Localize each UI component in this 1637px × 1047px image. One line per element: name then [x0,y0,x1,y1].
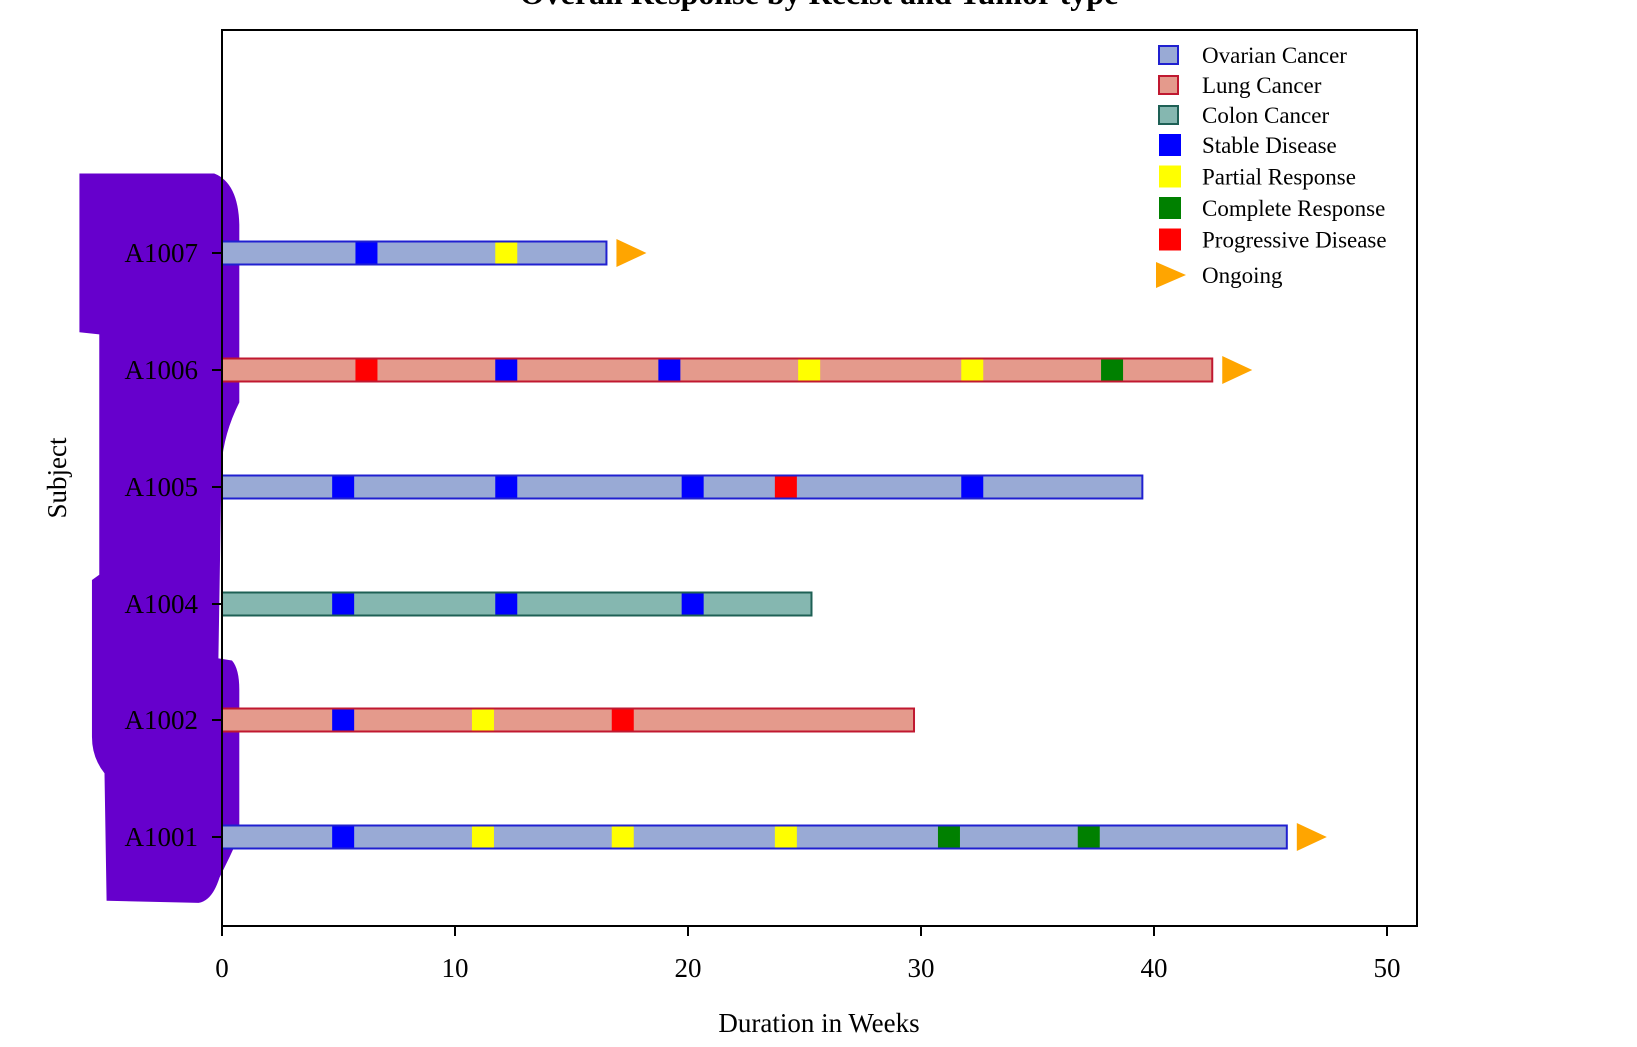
legend-label: Colon Cancer [1202,103,1329,128]
y-tick-label: A1005 [125,472,199,502]
redaction-blob [79,173,240,903]
response-marker-A1006-0 [355,359,378,381]
response-marker-A1001-4 [937,826,960,848]
legend-label: Lung Cancer [1202,73,1322,98]
x-tick-label: 20 [675,953,702,983]
y-tick-label: A1006 [125,355,199,385]
y-tick-label: A1004 [125,589,199,619]
response-marker-A1004-0 [332,593,355,615]
response-marker-A1006-3 [798,359,821,381]
response-marker-A1004-1 [495,593,518,615]
response-marker-A1005-1 [495,476,518,498]
response-marker-A1006-5 [1101,359,1124,381]
legend-swatch-stable-disease [1159,134,1181,156]
legend-swatch-ovarian-cancer [1158,45,1179,65]
response-marker-A1007-0 [355,242,378,264]
legend-ongoing-arrow-icon [1156,262,1186,288]
response-marker-A1002-1 [471,709,494,731]
legend-label: Ovarian Cancer [1202,43,1347,68]
x-tick-label: 30 [908,953,935,983]
y-tick-label: A1007 [125,238,199,268]
x-axis: 0 10 20 30 40 50 [215,926,1401,983]
response-marker-A1006-2 [658,359,681,381]
legend-label: Progressive Disease [1202,228,1387,253]
legend-label: Stable Disease [1202,133,1337,158]
response-marker-A1007-1 [495,242,518,264]
response-marker-A1002-0 [332,709,355,731]
response-marker-A1002-2 [611,709,634,731]
response-marker-A1001-2 [611,826,634,848]
legend-swatch-complete-response [1159,197,1181,219]
ongoing-arrow-A1001 [1296,823,1327,851]
legend-swatch-progressive-disease [1159,228,1181,251]
legend-swatch-lung-cancer [1158,75,1179,95]
plot-frame [221,29,1418,927]
chart-title: Overall Response by Recist and Tumor typ… [520,0,1119,11]
bars-layer [221,239,1327,851]
x-tick-label: 50 [1374,953,1401,983]
x-tick-label: 0 [215,953,229,983]
y-axis: A1007 A1006 A1005 A1004 A1002 A1001 [125,238,222,852]
x-axis-label: Duration in Weeks [718,1008,919,1038]
response-marker-A1001-0 [332,826,355,848]
response-marker-A1001-1 [471,826,494,848]
legend-label: Complete Response [1202,196,1385,221]
ongoing-arrow-A1006 [1222,356,1253,384]
legend-label: Partial Response [1202,165,1356,190]
response-marker-A1005-0 [332,476,355,498]
duration-bar-A1007 [221,240,608,266]
legend-swatch-colon-cancer [1158,105,1179,125]
response-marker-A1005-4 [961,476,984,498]
x-tick-label: 40 [1141,953,1168,983]
y-axis-label: Subject [42,437,72,518]
response-marker-A1005-2 [681,476,704,498]
response-marker-A1001-3 [774,826,797,848]
legend-swatch-partial-response [1159,165,1181,188]
legend: Ovarian Cancer Lung Cancer Colon Cancer Sta… [1156,43,1387,288]
response-marker-A1001-5 [1077,826,1100,848]
legend-label: Ongoing [1202,263,1283,288]
response-marker-A1004-2 [681,593,704,615]
y-tick-label: A1001 [125,822,199,852]
response-marker-A1006-1 [495,359,518,381]
duration-bar-A1001 [221,824,1288,850]
redaction-overlay [79,173,240,903]
duration-bar-A1002 [221,707,916,733]
response-marker-A1005-3 [774,476,797,498]
y-tick-label: A1002 [125,705,199,735]
response-marker-A1006-4 [961,359,984,381]
ongoing-arrow-A1007 [616,239,647,267]
x-tick-label: 10 [442,953,469,983]
